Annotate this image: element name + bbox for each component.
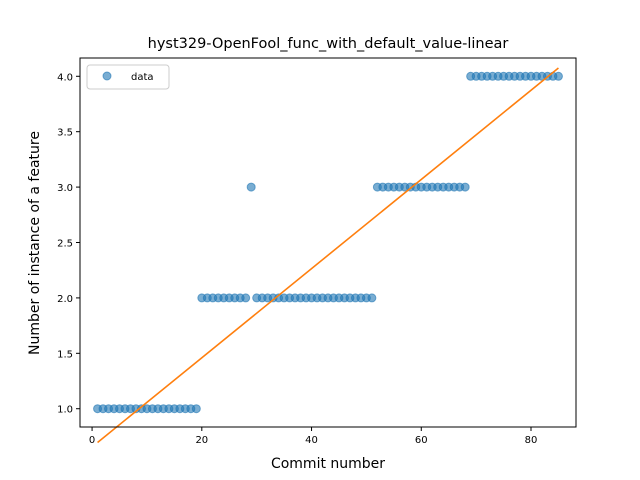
x-axis-label: Commit number — [271, 456, 385, 472]
data-point — [241, 293, 251, 303]
legend-label: data — [131, 72, 154, 83]
y-tick-label: 1.0 — [57, 405, 73, 416]
y-tick-label: 3.5 — [57, 128, 73, 139]
y-tick-label: 3.0 — [57, 183, 73, 194]
data-point — [191, 404, 201, 414]
data-point — [246, 182, 256, 192]
x-tick-label: 80 — [525, 435, 538, 446]
data-point — [460, 182, 470, 192]
x-tick-label: 0 — [89, 435, 95, 446]
legend: data — [86, 64, 170, 90]
data-point — [553, 71, 563, 81]
y-tick-label: 2.0 — [57, 294, 73, 305]
x-tick-label: 20 — [195, 435, 208, 446]
axis-ticks: 0 20 40 60 80 1.0 1.5 2.0 2.5 3.0 3.5 4.0 — [57, 72, 537, 446]
x-tick-label: 40 — [305, 435, 318, 446]
y-tick-label: 4.0 — [57, 72, 73, 83]
data-point — [367, 293, 377, 303]
legend-box — [86, 64, 170, 90]
plot-area — [79, 57, 577, 444]
chart-title: hyst329-OpenFool_func_with_default_value… — [148, 36, 509, 52]
y-tick-label: 1.5 — [57, 349, 73, 360]
legend-marker — [102, 71, 112, 81]
y-tick-label: 2.5 — [57, 239, 73, 250]
y-axis-label: Number of instance of a feature — [27, 131, 43, 355]
fit-line — [97, 67, 559, 444]
x-tick-label: 60 — [415, 435, 428, 446]
